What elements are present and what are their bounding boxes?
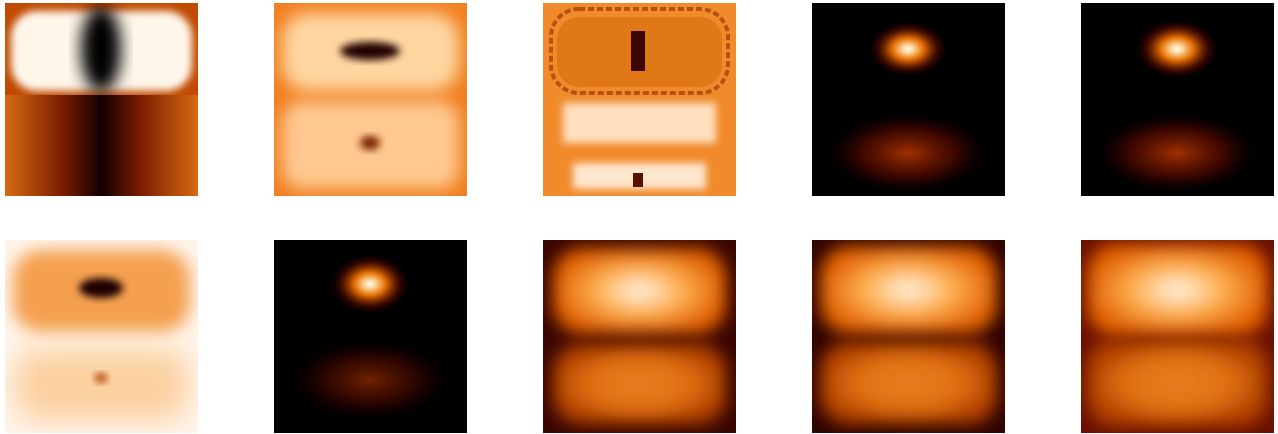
page-body [0, 0, 1278, 434]
heatmap-panel [5, 240, 198, 433]
heatmap-panel [1081, 240, 1274, 433]
heatmap-panel [274, 3, 467, 196]
heatmap-panel [812, 240, 1005, 433]
heatmap-panel [543, 3, 736, 196]
heatmap-panel [274, 240, 467, 433]
heatmap-panel [5, 3, 198, 196]
heatmap-panel [543, 240, 736, 433]
figure [0, 0, 1278, 434]
page: {} html, body { margin: 0; padding: 0; b… [0, 0, 1278, 434]
heatmap-panel [1081, 3, 1274, 196]
heatmap-panel [812, 3, 1005, 196]
